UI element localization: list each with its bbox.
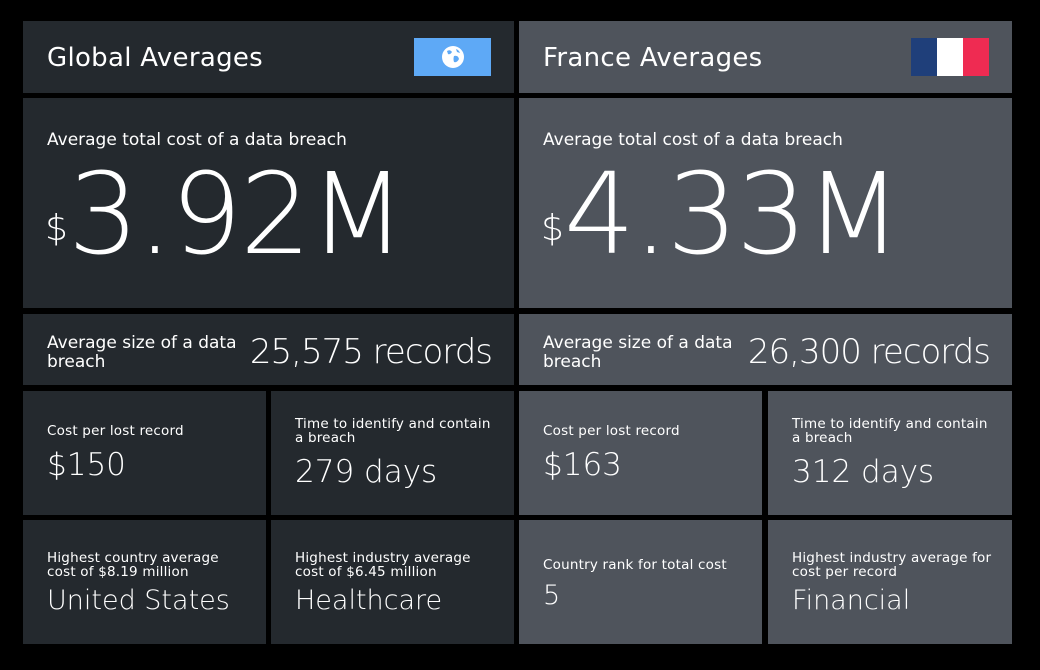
france-time-card: Time to identify and contain a breach 31… — [768, 391, 1012, 515]
global-country-value: United States — [47, 585, 230, 616]
france-rank-card: Country rank for total cost 5 — [519, 520, 762, 644]
france-cost-value: 4.33M — [563, 150, 902, 280]
global-cost-currency: $ — [45, 208, 68, 249]
france-per-record-card: Cost per lost record $163 — [519, 391, 762, 515]
france-time-label: Time to identify and contain a breach — [792, 416, 988, 446]
france-cost-currency: $ — [541, 208, 564, 249]
global-country-label: Highest country average cost of $8.19 mi… — [47, 550, 219, 580]
global-country-card: Highest country average cost of $8.19 mi… — [23, 520, 266, 644]
france-header: France Averages — [519, 21, 1012, 93]
global-industry-card: Highest industry average cost of $6.45 m… — [271, 520, 514, 644]
global-cost-label: Average total cost of a data breach — [47, 130, 347, 150]
france-industry-label: Highest industry average for cost per re… — [792, 550, 992, 580]
france-title: France Averages — [543, 43, 763, 73]
global-title: Global Averages — [47, 43, 264, 73]
global-header: Global Averages — [23, 21, 514, 93]
globe-icon — [414, 38, 491, 76]
france-industry-value: Financial — [792, 585, 911, 616]
global-industry-value: Healthcare — [295, 585, 443, 616]
france-size-card: Average size of a data breach 26,300 rec… — [519, 314, 1012, 385]
france-time-value: 312 days — [792, 454, 935, 490]
global-per-record-card: Cost per lost record $150 — [23, 391, 266, 515]
global-industry-label: Highest industry average cost of $6.45 m… — [295, 550, 471, 580]
france-per-record-label: Cost per lost record — [543, 423, 680, 439]
france-industry-card: Highest industry average for cost per re… — [768, 520, 1012, 644]
global-time-label: Time to identify and contain a breach — [295, 416, 491, 446]
global-cost-card: Average total cost of a data breach $ 3.… — [23, 98, 514, 308]
france-rank-label: Country rank for total cost — [543, 557, 727, 573]
global-per-record-label: Cost per lost record — [47, 423, 184, 439]
france-per-record-value: $163 — [543, 447, 622, 483]
global-time-card: Time to identify and contain a breach 27… — [271, 391, 514, 515]
global-size-card: Average size of a data breach 25,575 rec… — [23, 314, 514, 385]
global-cost-value: 3.92M — [67, 150, 406, 280]
global-time-value: 279 days — [295, 454, 438, 490]
france-cost-card: Average total cost of a data breach $ 4.… — [519, 98, 1012, 308]
france-flag-icon — [911, 38, 989, 76]
global-size-value: 25,575 records — [249, 332, 493, 372]
france-rank-value: 5 — [543, 580, 561, 611]
global-per-record-value: $150 — [47, 447, 126, 483]
france-size-value: 26,300 records — [747, 332, 991, 372]
france-size-label: Average size of a data breach — [543, 333, 733, 372]
france-cost-label: Average total cost of a data breach — [543, 130, 843, 150]
global-size-label: Average size of a data breach — [47, 333, 237, 372]
